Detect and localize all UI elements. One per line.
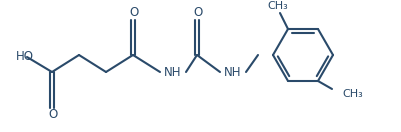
Text: NH: NH: [224, 65, 242, 79]
Text: O: O: [130, 6, 139, 20]
Text: NH: NH: [164, 65, 182, 79]
Text: O: O: [49, 109, 58, 121]
Text: CH₃: CH₃: [267, 1, 288, 11]
Text: HO: HO: [16, 51, 34, 63]
Text: CH₃: CH₃: [342, 89, 363, 99]
Text: O: O: [193, 6, 203, 20]
